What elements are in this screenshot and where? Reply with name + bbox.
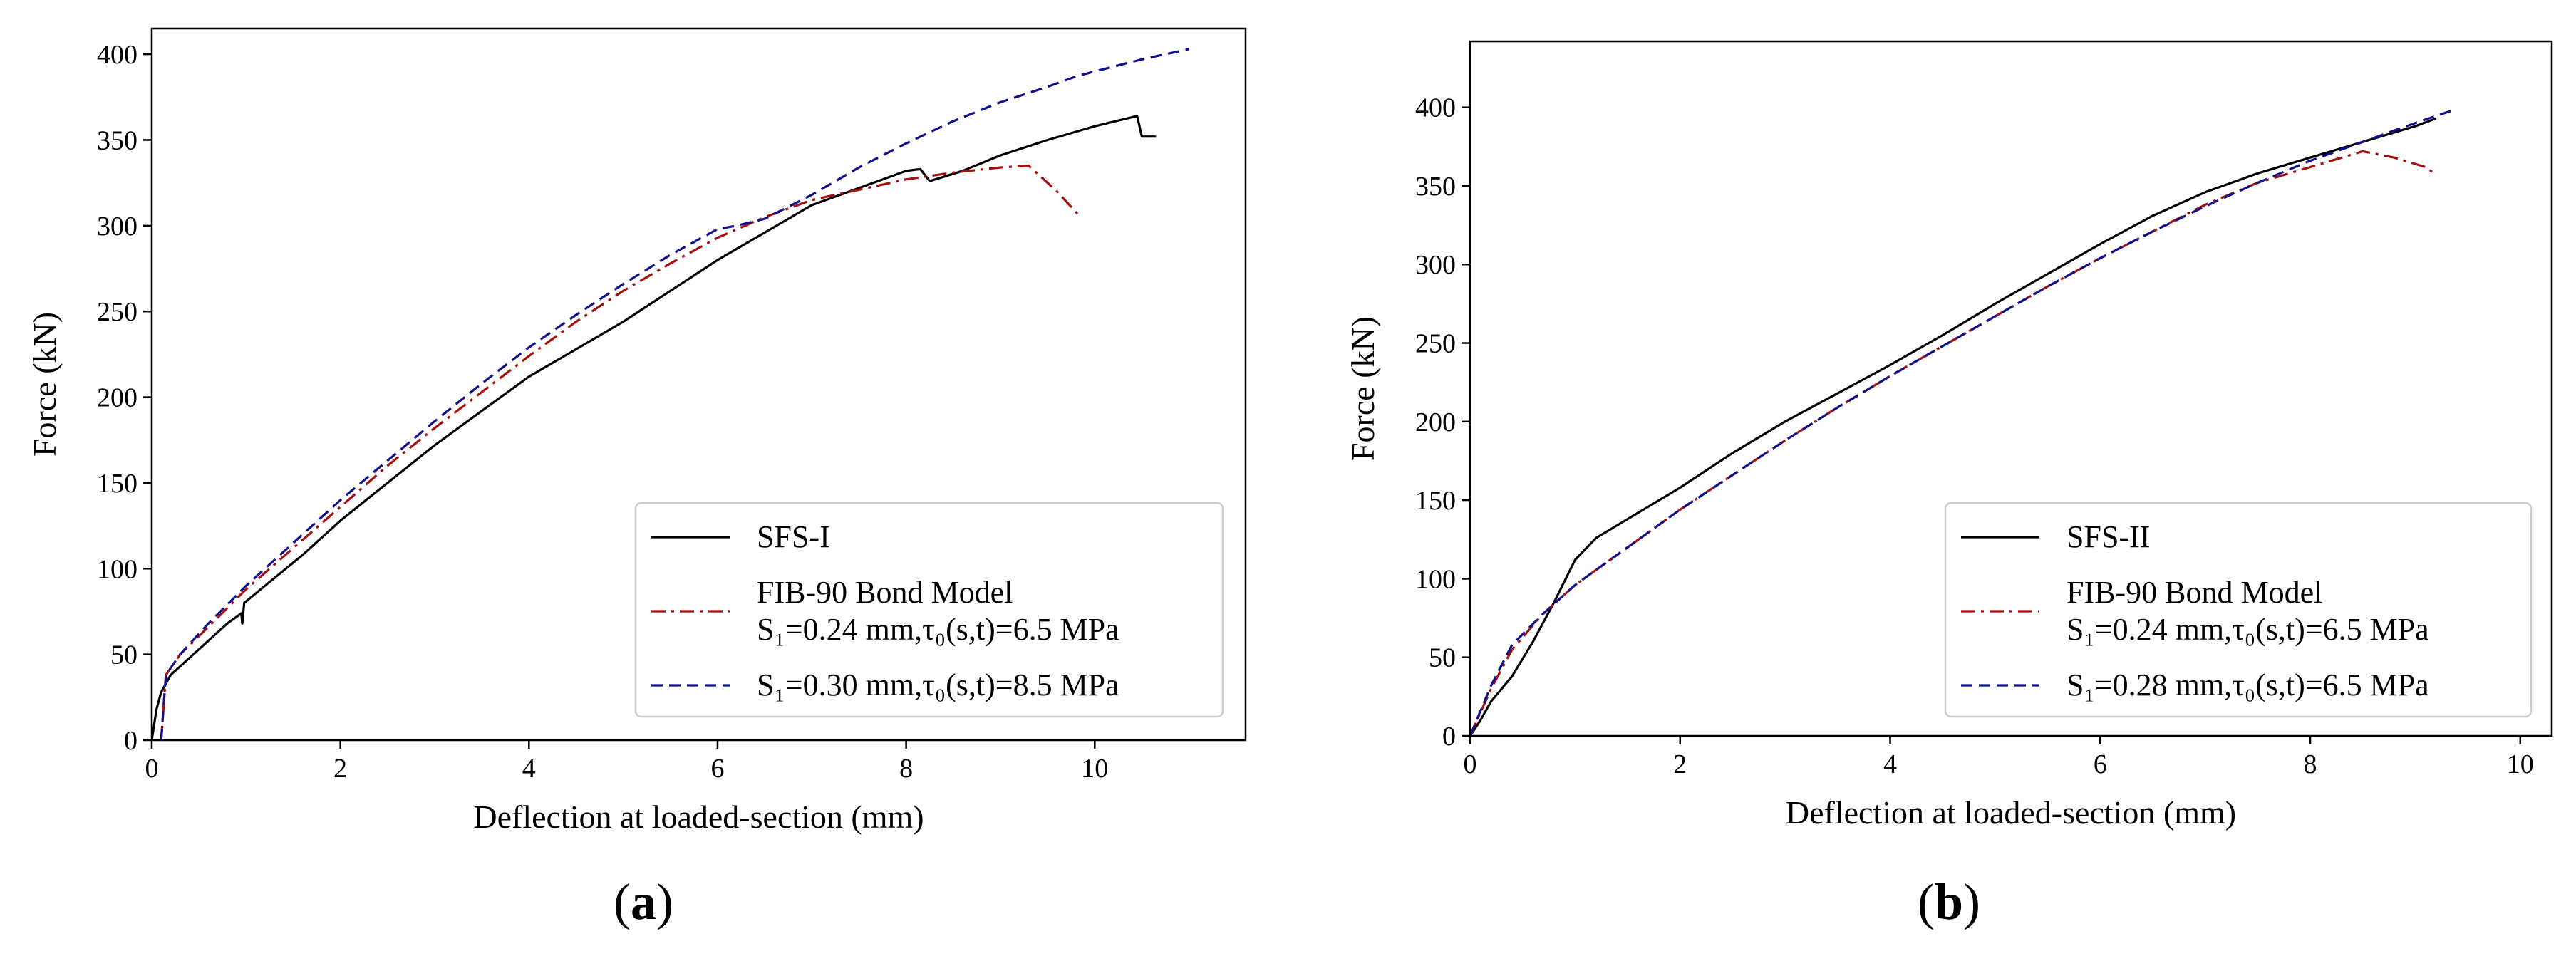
legend-frame bbox=[634, 502, 1224, 718]
x-tick-label: 0 bbox=[145, 754, 159, 784]
y-tick-label: 150 bbox=[97, 469, 138, 499]
panel-label-letter: b bbox=[1935, 873, 1963, 930]
legend-entry-2: S₁=0.24 mm,τ₀(s,t)=6.5 MPa bbox=[757, 612, 1119, 647]
x-axis-label: Deflection at loaded-section (mm) bbox=[473, 799, 924, 835]
legend-entry-1: SFS-I bbox=[757, 519, 830, 554]
y-tick-label: 100 bbox=[97, 554, 138, 584]
y-tick-label: 350 bbox=[97, 125, 138, 155]
y-tick-label: 200 bbox=[97, 383, 138, 413]
legend-entry-2: FIB-90 Bond Model bbox=[757, 575, 1013, 610]
x-tick-label: 8 bbox=[2304, 749, 2317, 779]
x-tick-label: 2 bbox=[1673, 749, 1687, 779]
series-group bbox=[152, 48, 1189, 740]
y-tick-label: 50 bbox=[110, 640, 138, 670]
y-tick-label: 400 bbox=[1415, 93, 1456, 123]
series-line-1 bbox=[1470, 117, 2437, 736]
legend-entry-1: SFS-II bbox=[2067, 519, 2150, 554]
y-axis-label: Force (kN) bbox=[1345, 316, 1381, 461]
legend-frame bbox=[1944, 502, 2533, 718]
y-axis-label: Force (kN) bbox=[26, 312, 63, 457]
panel-label-close: ) bbox=[1963, 873, 1980, 930]
y-tick-label: 400 bbox=[97, 40, 138, 70]
x-tick-label: 4 bbox=[1883, 749, 1897, 779]
series-line-3 bbox=[1470, 109, 2453, 736]
y-tick-label: 0 bbox=[1442, 722, 1456, 752]
y-tick-label: 250 bbox=[97, 297, 138, 327]
y-tick-label: 300 bbox=[1415, 250, 1456, 280]
plot-frame bbox=[1469, 40, 2553, 737]
series-line-1 bbox=[152, 115, 1157, 740]
y-tick-label: 250 bbox=[1415, 329, 1456, 359]
panel-label: (b) bbox=[1918, 873, 1980, 930]
plot-frame bbox=[150, 27, 1247, 742]
series-line-2 bbox=[1470, 150, 2437, 736]
legend-entry-2: FIB-90 Bond Model bbox=[2067, 575, 2322, 610]
series-line-2 bbox=[160, 165, 1082, 740]
y-tick-label: 350 bbox=[1415, 172, 1456, 202]
panel-label-letter: a bbox=[631, 873, 656, 930]
x-tick-label: 6 bbox=[710, 754, 724, 784]
x-tick-label: 2 bbox=[333, 754, 347, 784]
series-group bbox=[1470, 109, 2453, 736]
panel-b: 0 2 4 6 8 10050100150200250300350400Deflectio… bbox=[1345, 40, 2553, 930]
x-tick-label: 6 bbox=[2094, 749, 2107, 779]
panel-label: (a) bbox=[614, 873, 673, 930]
panel-label-open: ( bbox=[1918, 873, 1935, 930]
legend-entry-2: S₁=0.24 mm,τ₀(s,t)=6.5 MPa bbox=[2067, 612, 2429, 647]
y-tick-label: 100 bbox=[1415, 564, 1456, 594]
y-tick-label: 300 bbox=[97, 212, 138, 241]
x-tick-label: 10 bbox=[1081, 754, 1108, 784]
x-tick-label: 8 bbox=[899, 754, 913, 784]
legend-entry-3: S₁=0.28 mm,τ₀(s,t)=6.5 MPa bbox=[2067, 667, 2429, 702]
x-axis-label: Deflection at loaded-section (mm) bbox=[1786, 794, 2236, 831]
y-tick-label: 50 bbox=[1429, 643, 1456, 673]
panel-label-open: ( bbox=[614, 873, 631, 930]
y-tick-label: 200 bbox=[1415, 407, 1456, 437]
y-tick-label: 0 bbox=[124, 726, 138, 756]
panel-label-close: ) bbox=[656, 873, 673, 930]
x-tick-label: 4 bbox=[522, 754, 536, 784]
series-line-3 bbox=[160, 48, 1189, 740]
y-tick-label: 150 bbox=[1415, 486, 1456, 516]
x-tick-label: 10 bbox=[2507, 749, 2534, 779]
x-tick-label: 0 bbox=[1464, 749, 1477, 779]
panel-a: 0 2 4 6 8 10050100150200250300350400Deflectio… bbox=[26, 27, 1247, 930]
legend-entry-3: S₁=0.30 mm,τ₀(s,t)=8.5 MPa bbox=[757, 667, 1119, 702]
